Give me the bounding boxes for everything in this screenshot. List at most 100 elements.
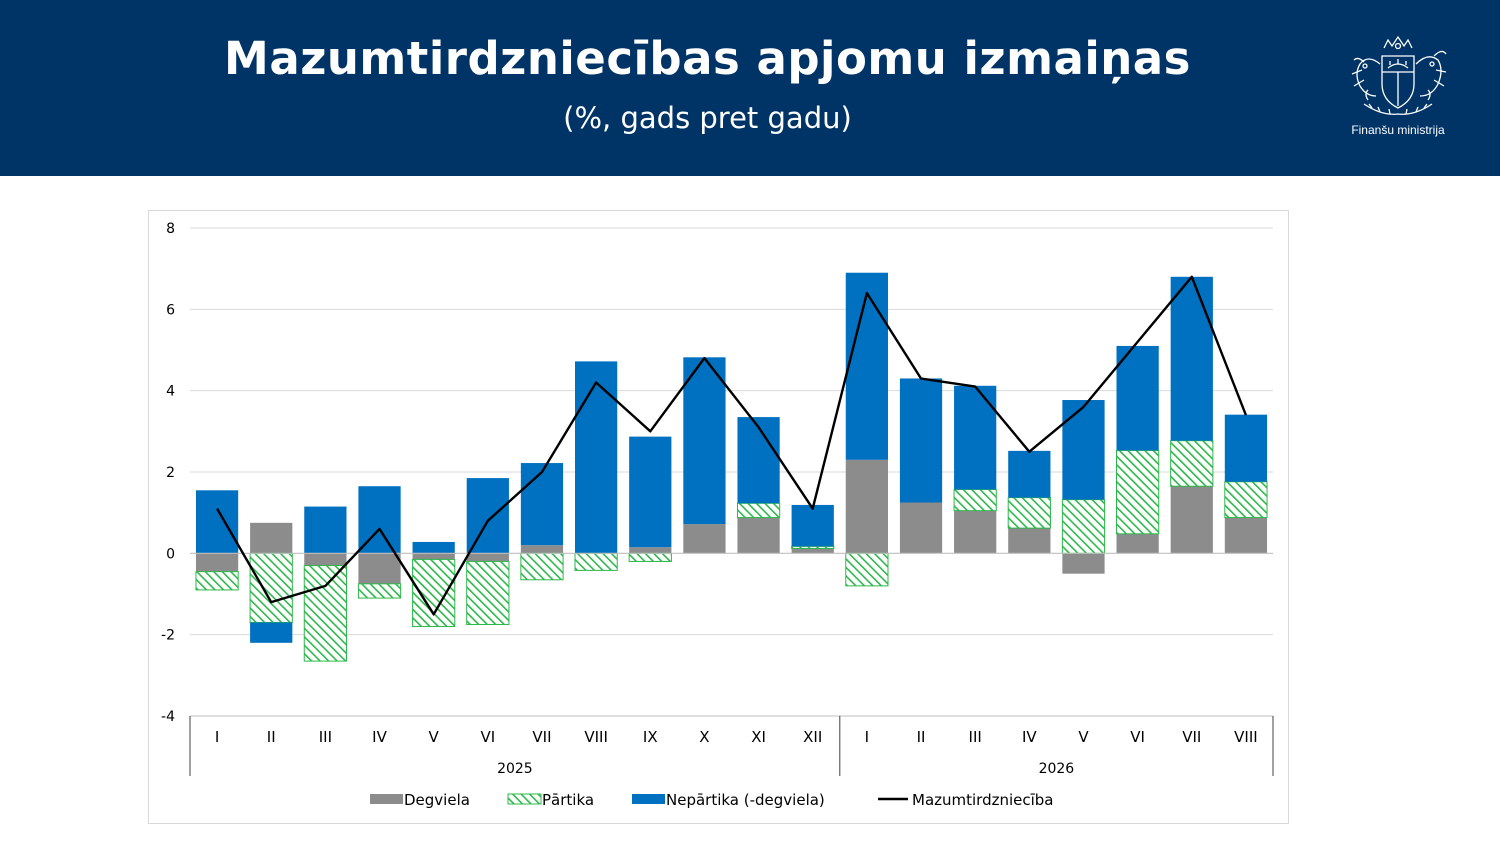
bar-segment bbox=[195, 553, 239, 572]
x-tick-label: I bbox=[215, 728, 219, 746]
bar-segment bbox=[791, 548, 834, 554]
bar-segment bbox=[1061, 499, 1106, 554]
group-label: 2025 bbox=[497, 761, 533, 777]
bar-segment bbox=[195, 571, 239, 591]
bar-segment bbox=[466, 553, 509, 562]
bar-segment bbox=[574, 552, 618, 571]
bar-segment bbox=[303, 565, 347, 662]
bar-segment bbox=[1008, 528, 1051, 554]
legend-swatch bbox=[507, 793, 542, 805]
x-tick-label: IV bbox=[372, 728, 387, 746]
x-tick-label: I bbox=[865, 728, 869, 746]
bar-segment bbox=[520, 545, 564, 554]
bar-segment bbox=[845, 272, 888, 460]
bar-segment bbox=[575, 361, 618, 554]
grid-layer bbox=[190, 227, 1273, 636]
page-title: Mazumtirdzniecības apjomu izmaiņas bbox=[224, 32, 1191, 85]
x-tick-label: VIII bbox=[1234, 728, 1258, 746]
x-tick-label: XI bbox=[751, 728, 766, 746]
bar-segment bbox=[1224, 414, 1268, 482]
bar-segment bbox=[195, 490, 239, 554]
bar-segment bbox=[1062, 400, 1105, 500]
bar-segment bbox=[357, 583, 402, 599]
legend-swatch bbox=[370, 794, 403, 804]
legend-label: Degviela bbox=[404, 791, 470, 809]
bars-layer bbox=[195, 272, 1268, 662]
bar-segment bbox=[1062, 553, 1105, 574]
bar-segment bbox=[683, 524, 726, 554]
legend-label: Pārtika bbox=[542, 791, 594, 809]
x-tick-label: V bbox=[1078, 728, 1089, 746]
bar-segment bbox=[791, 545, 835, 549]
bar-segment bbox=[358, 553, 401, 584]
group-label: 2026 bbox=[1039, 761, 1075, 777]
bar-segment bbox=[466, 478, 509, 554]
bar-segment bbox=[250, 622, 293, 643]
x-tick-label: II bbox=[267, 728, 276, 746]
y-tick-label: -2 bbox=[161, 628, 175, 644]
x-tick-label: VIII bbox=[584, 728, 608, 746]
bar-segment bbox=[629, 547, 672, 554]
y-tick-label: -4 bbox=[161, 709, 175, 725]
bar-segment bbox=[1224, 481, 1268, 519]
bar-segment bbox=[412, 541, 455, 554]
x-tick-label: X bbox=[699, 728, 709, 746]
bar-segment bbox=[412, 553, 455, 560]
bar-segment bbox=[1007, 497, 1051, 529]
x-tick-label: III bbox=[969, 728, 982, 746]
x-tick-label: VI bbox=[480, 728, 495, 746]
coat-of-arms-icon bbox=[1351, 35, 1447, 115]
x-tick-label: VI bbox=[1130, 728, 1145, 746]
bar-segment bbox=[1170, 276, 1213, 441]
bar-segment bbox=[845, 459, 888, 554]
x-tick-label: IX bbox=[643, 728, 658, 746]
legend-layer: Degviela Pārtika Nepārtika (-degviela) Mazu… bbox=[370, 791, 1054, 809]
legend-label: Nepārtika (-degviela) bbox=[666, 791, 825, 809]
bar-segment bbox=[1116, 533, 1159, 554]
bar-segment bbox=[628, 552, 672, 562]
bar-segment bbox=[1008, 450, 1051, 498]
bar-segment bbox=[250, 522, 293, 554]
y-tick-label: 2 bbox=[166, 465, 175, 481]
x-tick-label: IV bbox=[1022, 728, 1037, 746]
x-tick-label: XII bbox=[803, 728, 822, 746]
y-tick-label: 0 bbox=[166, 546, 175, 562]
bar-segment bbox=[737, 517, 780, 554]
bar-segment bbox=[629, 436, 672, 548]
header-banner: Mazumtirdzniecības apjomu izmaiņas (%, g… bbox=[0, 0, 1500, 176]
legend-swatch bbox=[632, 794, 665, 804]
bar-segment bbox=[1224, 517, 1268, 554]
line-series-mazumtirdznieciba bbox=[216, 275, 1248, 616]
bar-segment bbox=[737, 417, 780, 504]
bar-segment bbox=[1170, 486, 1213, 554]
bar-segment bbox=[249, 552, 293, 623]
bar-segment bbox=[954, 510, 997, 554]
x-tick-label: II bbox=[917, 728, 926, 746]
bar-segment bbox=[899, 502, 943, 554]
bar-segment bbox=[520, 552, 564, 581]
bar-segment bbox=[304, 553, 347, 566]
x-tick-label: III bbox=[319, 728, 332, 746]
bar-segment bbox=[304, 506, 347, 554]
bar-segment bbox=[1170, 440, 1214, 487]
x-tick-label: VII bbox=[532, 728, 551, 746]
bar-segment bbox=[683, 357, 726, 525]
legend-label: Mazumtirdzniecība bbox=[912, 791, 1054, 809]
y-tick-label: 6 bbox=[166, 302, 175, 318]
y-tick-label: 8 bbox=[166, 221, 175, 237]
bar-segment bbox=[1116, 449, 1160, 535]
bar-segment bbox=[954, 385, 997, 490]
bar-segment bbox=[845, 552, 889, 587]
line-layer bbox=[216, 275, 1248, 616]
chart-frame: 8 6 4 2 0 -2 -4 I II III IV V VI VII VIII IX X XI XII I II II… bbox=[148, 210, 1289, 824]
bar-segment bbox=[953, 488, 997, 512]
ministry-label: Finanšu ministrija bbox=[1351, 123, 1445, 137]
bar-segment bbox=[520, 463, 564, 546]
x-tick-label: VII bbox=[1182, 728, 1201, 746]
y-tick-label: 4 bbox=[166, 384, 175, 400]
bar-segment bbox=[736, 502, 781, 519]
x-tick-label: V bbox=[429, 728, 440, 746]
bar-segment bbox=[899, 378, 943, 503]
